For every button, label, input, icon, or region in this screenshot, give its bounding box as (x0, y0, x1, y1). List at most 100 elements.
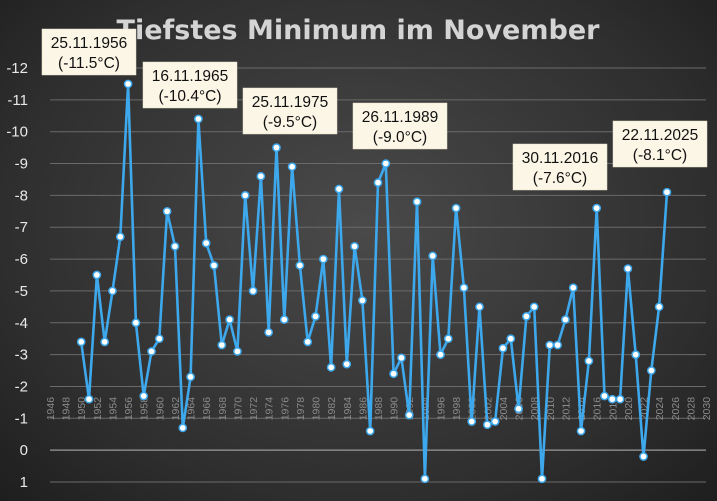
annotations: 25.11.1956 (-11.5°C) 16.11.1965 (-10.4°C) 25… (41, 28, 708, 191)
data-point (272, 143, 281, 152)
x-tick-label: 2012 (560, 397, 572, 421)
x-tick-label: 2016 (592, 397, 604, 421)
data-point (76, 337, 86, 347)
data-point (115, 232, 125, 242)
x-tick-label: 1998 (451, 397, 463, 421)
data-point (123, 79, 133, 89)
annotation-box (41, 28, 137, 76)
data-point (295, 261, 305, 270)
annotation-value: (-9.5°C) (263, 114, 317, 131)
x-tick-label: 1984 (342, 397, 354, 421)
x-tick-label: 1946 (45, 397, 57, 421)
data-point (84, 394, 94, 404)
annotation-callout: 22.11.2025 (-8.1°C) (612, 120, 708, 168)
x-tick-label: 2002 (482, 397, 494, 421)
y-tick-label: -5 (15, 283, 28, 300)
annotation-callout: 25.11.1956 (-11.5°C) (41, 28, 137, 76)
x-tick-label: 1980 (311, 397, 323, 421)
x-tick-label: 1968 (217, 397, 229, 421)
x-tick-label: 2010 (545, 397, 557, 421)
x-tick-label: 1974 (264, 397, 276, 421)
annotation-callout: 16.11.1965 (-10.4°C) (142, 61, 238, 109)
y-tick-label: -10 (6, 124, 28, 141)
data-point (358, 296, 367, 305)
data-point (233, 347, 242, 356)
y-tick-label: -2 (15, 378, 28, 395)
y-tick-label: -9 (15, 156, 28, 173)
series (76, 79, 672, 484)
data-point (147, 347, 156, 356)
data-point (553, 340, 562, 350)
data-point (194, 114, 203, 124)
x-tick-label: 1988 (373, 397, 385, 421)
x-tick-label: 1958 (139, 397, 151, 421)
y-tick-label: -1 (15, 410, 28, 427)
y-tick-label: -7 (15, 219, 28, 236)
data-point (311, 312, 320, 321)
data-point (397, 353, 406, 363)
data-point (365, 426, 375, 436)
data-point (389, 369, 398, 379)
annotation-value: (-8.1°C) (633, 147, 687, 164)
data-point (131, 318, 141, 328)
data-point (568, 283, 578, 293)
data-point (217, 340, 227, 350)
annotation-box (612, 120, 708, 168)
annotation-box (352, 102, 448, 150)
data-point (623, 264, 633, 273)
x-tick-label: 1960 (154, 397, 166, 421)
x-tick-label: 2004 (498, 397, 510, 421)
y-tick-label: -3 (15, 347, 28, 364)
series-line (79, 82, 669, 481)
data-point (428, 251, 438, 261)
data-point (451, 203, 461, 213)
x-tick-label: 1966 (201, 397, 213, 421)
data-point (170, 241, 180, 251)
annotation-date: 25.11.1956 (51, 35, 127, 52)
data-point (646, 366, 656, 375)
x-tick-label: 2030 (701, 397, 713, 421)
data-point (342, 359, 352, 369)
data-point (490, 417, 500, 426)
data-point (529, 302, 539, 312)
data-point (459, 283, 469, 293)
y-tick-label: -8 (15, 187, 28, 204)
data-point (498, 343, 508, 353)
x-tick-label: 1990 (389, 397, 401, 421)
data-point (139, 391, 149, 401)
annotation-date: 26.11.1989 (362, 109, 438, 126)
annotation-date: 16.11.1965 (152, 68, 228, 85)
data-point (334, 184, 344, 194)
data-point (561, 315, 570, 324)
data-point (381, 159, 391, 168)
y-tick-label: 0 (20, 442, 28, 459)
x-tick-label: 2026 (670, 397, 682, 421)
data-point (225, 315, 234, 324)
data-point (639, 452, 648, 461)
y-tick-label: -6 (15, 251, 28, 268)
data-point (318, 254, 328, 264)
data-point (248, 286, 258, 296)
x-tick-label: 1986 (357, 397, 369, 421)
data-point (240, 191, 250, 200)
annotation-value: (-10.4°C) (158, 88, 221, 105)
data-point (350, 241, 359, 251)
data-point (303, 337, 313, 347)
y-axis: 1 0 -1 -2 -3 -4 -5 -6 -7 -8 -9 -10 -11 -12 (6, 60, 28, 491)
data-point (162, 206, 172, 216)
data-point (592, 203, 602, 213)
data-point (256, 171, 266, 181)
data-point (412, 197, 422, 207)
annotation-date: 30.11.2016 (522, 150, 598, 167)
y-tick-label: -12 (6, 60, 28, 77)
x-tick-label: 1970 (232, 397, 244, 421)
data-point (287, 162, 297, 172)
data-point (108, 286, 117, 296)
data-point (443, 334, 453, 344)
data-point (467, 417, 477, 426)
data-point (662, 187, 672, 197)
x-tick-label: 1972 (248, 397, 260, 421)
data-point (264, 327, 274, 337)
data-point (100, 337, 110, 347)
